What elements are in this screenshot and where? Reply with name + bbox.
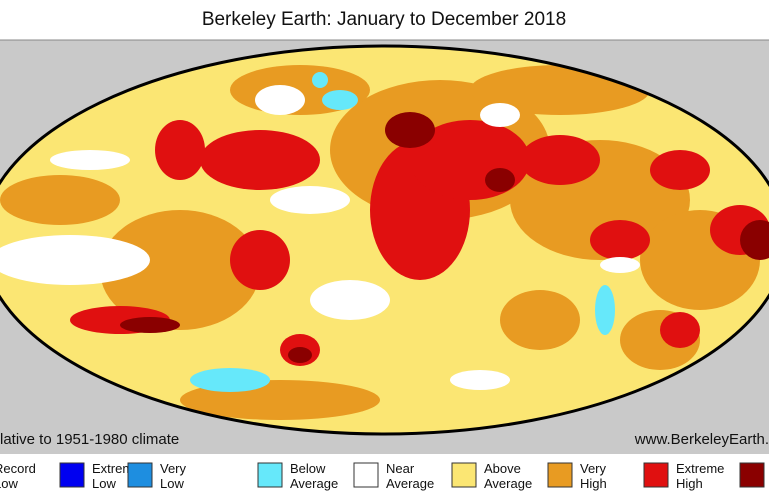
legend-swatch	[451, 462, 477, 488]
legend-label: RecordLow	[0, 461, 36, 491]
legend-label: Extreme High	[676, 461, 724, 491]
caption: lative to 1951-1980 climate	[0, 431, 179, 448]
legend-label: Very Low	[160, 461, 187, 491]
legend-label: Near Average	[386, 461, 434, 491]
legend-swatch	[127, 462, 153, 488]
map-title: Berkeley Earth: January to December 2018	[202, 9, 566, 30]
legend: RecordLowExtremeLowVeryLowBelowAverageNe…	[0, 461, 765, 491]
legend-label: Very High	[580, 461, 607, 491]
legend-swatch	[59, 462, 85, 488]
map	[0, 46, 769, 434]
legend-swatch	[353, 462, 379, 488]
legend-swatch	[547, 462, 573, 488]
legend-label: Above Average	[484, 461, 532, 491]
legend-swatch	[643, 462, 669, 488]
legend-label: Below Average	[290, 461, 338, 491]
legend-swatch	[257, 462, 283, 488]
map-outline	[0, 44, 769, 436]
source: www.BerkeleyEarth.	[634, 431, 769, 448]
legend-swatch	[739, 462, 765, 488]
